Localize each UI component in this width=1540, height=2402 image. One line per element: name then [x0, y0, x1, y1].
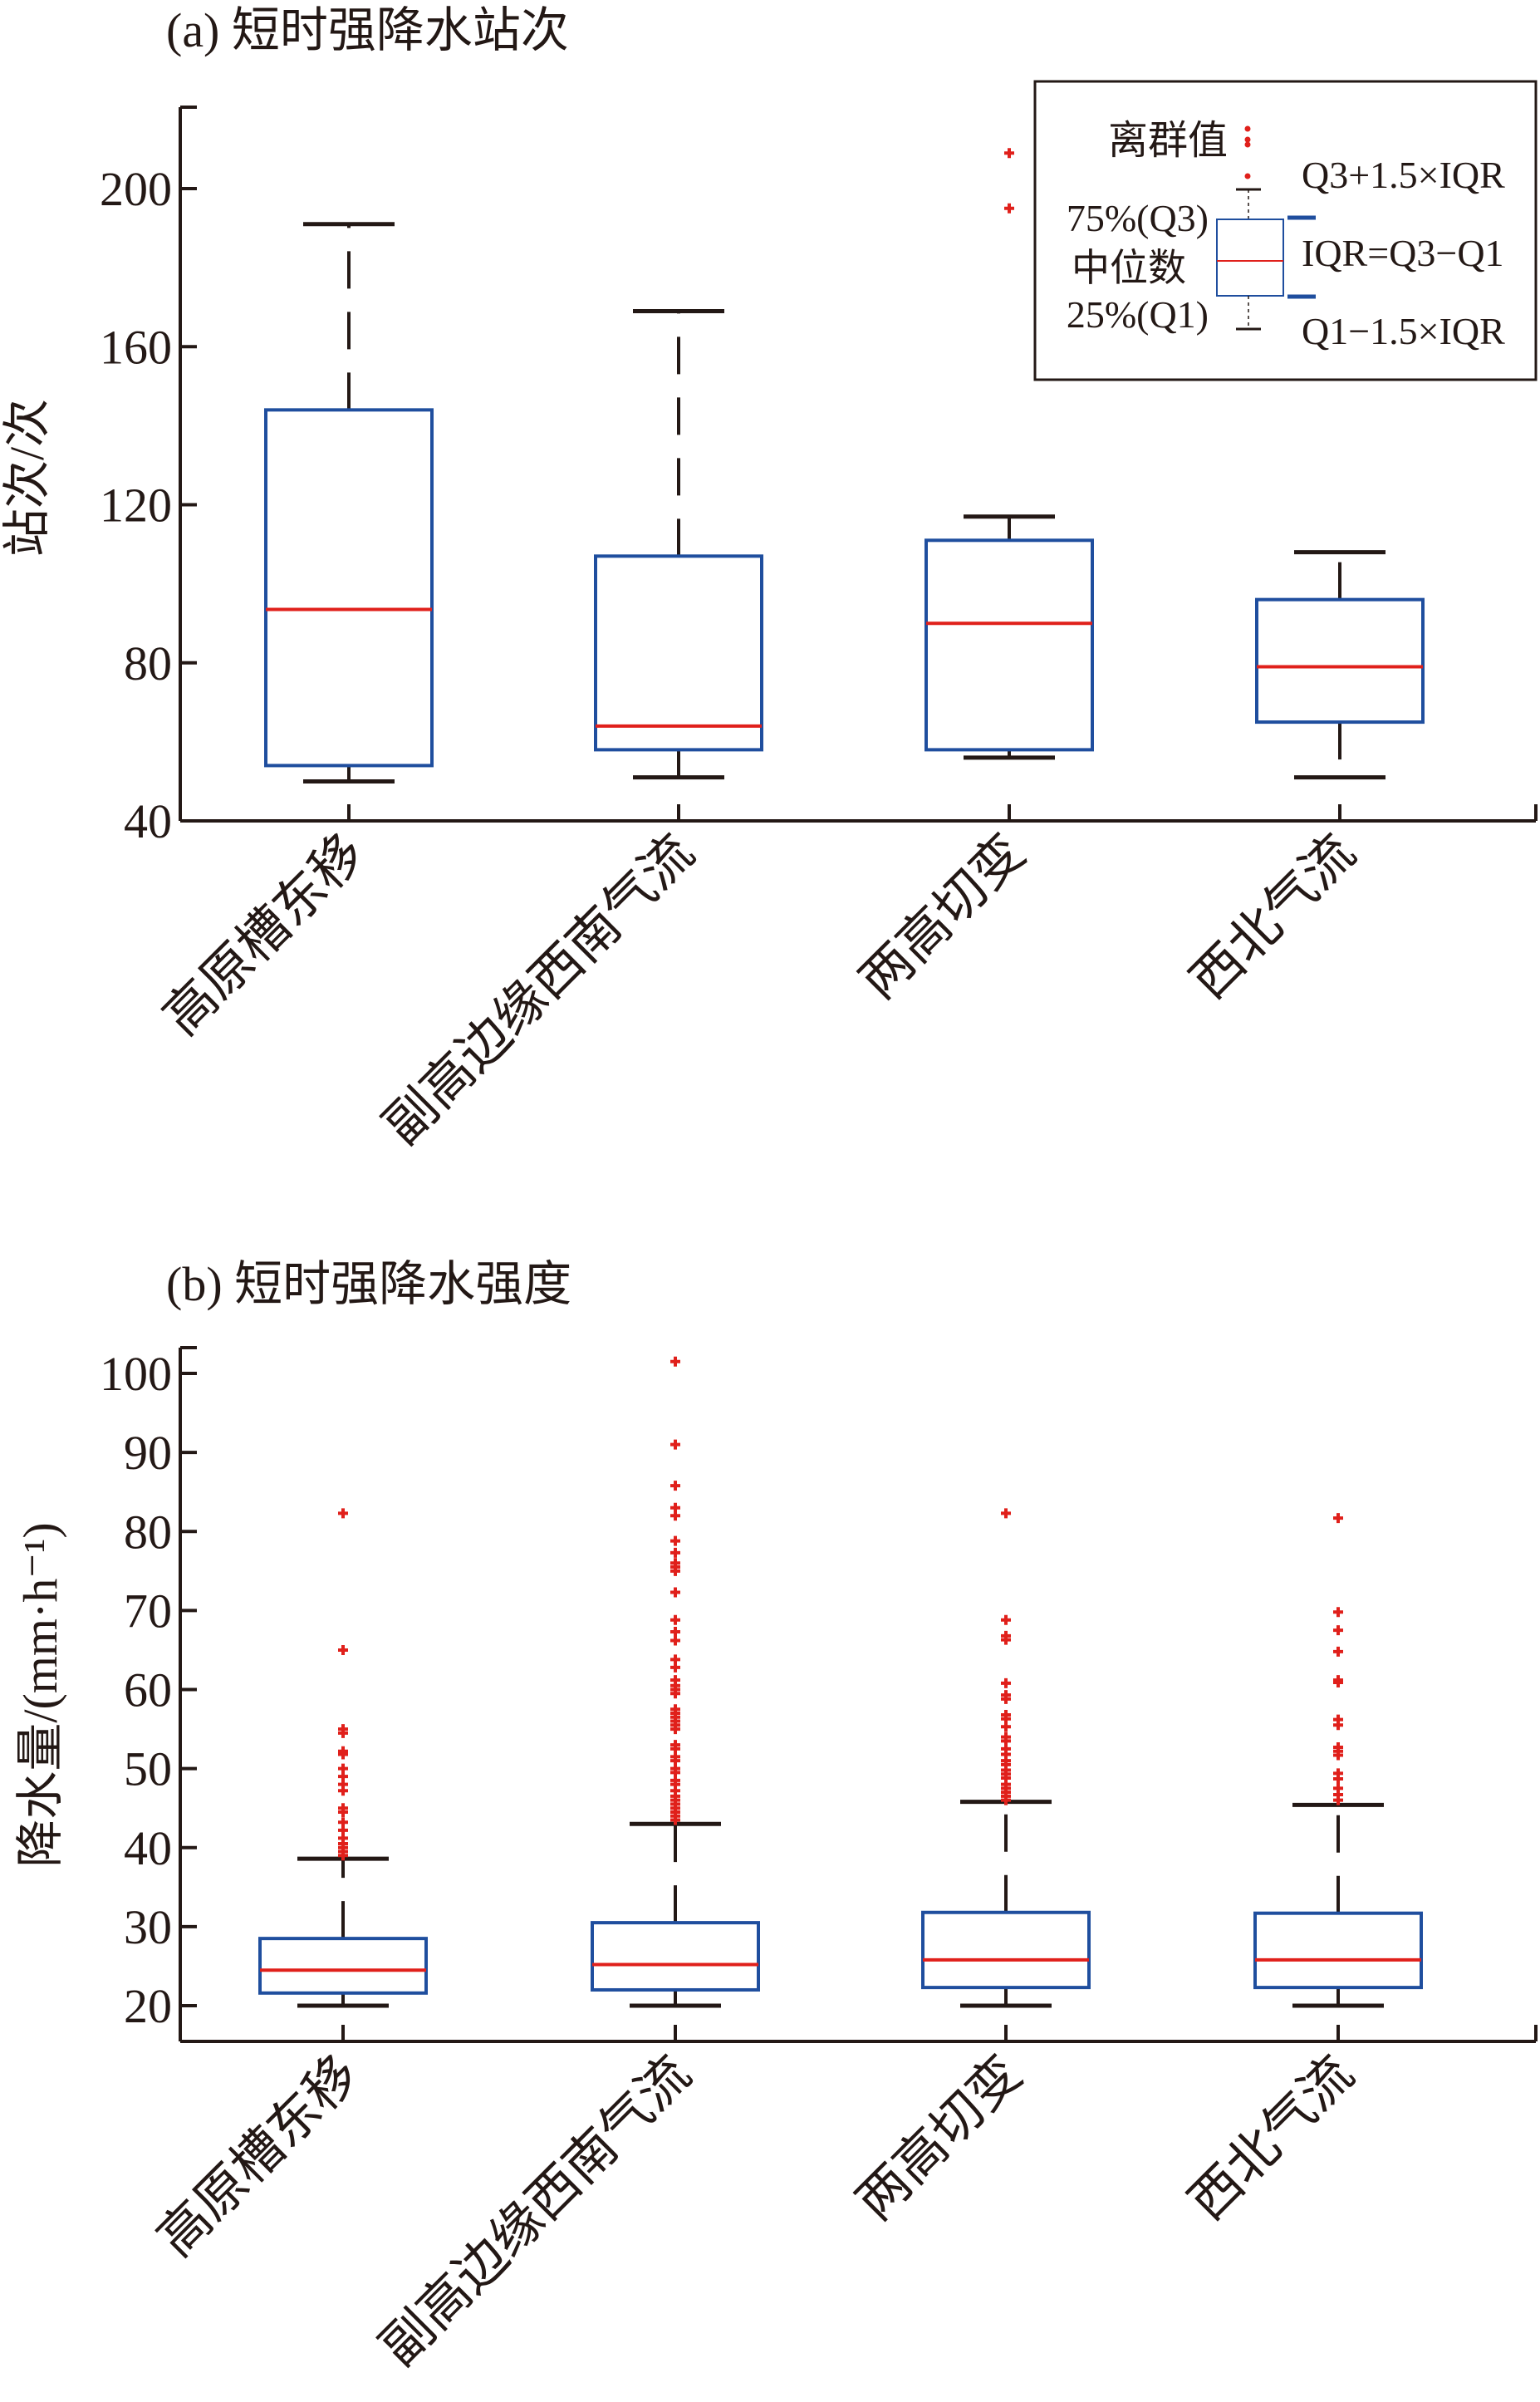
category-label: 副高边缘西南气流 [374, 824, 705, 1156]
y-tick-label: 60 [124, 1663, 172, 1717]
outlier-point [338, 1727, 348, 1738]
legend-median-label: 中位数 [1072, 247, 1186, 289]
box-iqr [264, 408, 434, 768]
y-tick-label: 20 [124, 1979, 172, 2033]
category-label: 两高切变 [846, 2046, 1032, 2231]
y-tick-label: 40 [124, 794, 172, 848]
legend-outlier-label: 离群值 [1108, 119, 1228, 163]
panel-b-title: (b) 短时强降水强度 [166, 1257, 571, 1311]
box-iqr [921, 1910, 1091, 1990]
outlier-point [670, 1587, 680, 1598]
outlier-point [1001, 1795, 1011, 1805]
legend-box [1216, 219, 1284, 297]
outlier-point [1333, 1795, 1343, 1805]
outlier-point [670, 1481, 680, 1491]
panel-a-ylabel: 站次/次 [0, 399, 54, 557]
legend-outlier-dot [1244, 173, 1251, 179]
panel-a-title: (a) 短时强降水站次 [166, 3, 569, 57]
y-tick-label: 50 [124, 1742, 172, 1796]
outlier-point [670, 1565, 680, 1576]
outlier-point [1333, 1513, 1343, 1524]
panel-a: (a) 短时强降水站次 站次/次 40 80 120 160 200 高原槽东移副高边缘西… [0, 3, 1538, 1156]
outlier-point [670, 1614, 680, 1625]
outlier-point [1001, 1508, 1011, 1519]
legend-frame [1033, 80, 1538, 381]
category-label: 西北气流 [1180, 824, 1366, 1009]
outlier-point [670, 1724, 680, 1735]
box-iqr [1255, 597, 1425, 725]
y-tick-label: 90 [124, 1426, 172, 1480]
category-label: 西北气流 [1179, 2046, 1364, 2231]
outlier-point [1001, 1614, 1011, 1625]
outlier-point [338, 1806, 348, 1817]
box-iqr [1253, 1911, 1423, 1990]
y-tick-label: 80 [124, 636, 172, 690]
outlier-point [338, 1749, 348, 1760]
outlier-point [1001, 1693, 1011, 1704]
outlier-point [670, 1510, 680, 1521]
outlier-point [670, 1547, 680, 1558]
outlier-point [670, 1356, 680, 1367]
category-label: 高原槽东移 [148, 2046, 370, 2267]
panel-b-plot: 20 30 40 50 60 70 80 90 100 高原槽东移 副高边缘西南气流 两高切变 西北气流 [100, 1346, 1538, 2377]
outlier-point [1001, 1722, 1011, 1732]
outlier-point [1001, 1677, 1011, 1688]
legend-iqr-label: IQR=Q3−Q1 [1302, 232, 1504, 274]
category-label: 两高切变 [850, 824, 1035, 1009]
outlier-point [1333, 1677, 1343, 1687]
outlier-point [670, 1662, 680, 1673]
y-tick-label: 100 [100, 1347, 172, 1401]
outlier-point [1333, 1750, 1343, 1761]
outlier-point [670, 1815, 680, 1825]
outlier-point [670, 1439, 680, 1450]
y-tick-label: 120 [100, 479, 172, 533]
outlier-point [670, 1635, 680, 1646]
outlier-point [1004, 203, 1014, 214]
box-iqr [924, 538, 1094, 752]
legend-outlier-dot [1244, 125, 1251, 132]
category-label: 副高边缘西南气流 [370, 2046, 702, 2377]
box-iqr [591, 1921, 760, 1992]
outlier-point [1004, 148, 1014, 159]
panel-b-ylabel: 降水量/(mm·h⁻¹) [13, 1522, 67, 1867]
panel-b: (b) 短时强降水强度 降水量/(mm·h⁻¹) 20 30 40 50 60 70 80 9… [13, 1257, 1538, 2377]
outlier-point [1333, 1646, 1343, 1657]
legend-q3-label: 75%(Q3) [1067, 197, 1209, 239]
y-tick-label: 70 [124, 1584, 172, 1638]
y-tick-label: 200 [100, 162, 172, 216]
legend-outlier-dot [1244, 136, 1251, 143]
box-iqr [258, 1937, 428, 1995]
outlier-point [670, 1535, 680, 1546]
y-tick-label: 160 [100, 320, 172, 374]
outlier-point [338, 1508, 348, 1519]
outlier-point [338, 1786, 348, 1796]
outlier-point [670, 1627, 680, 1638]
outlier-point [1001, 1634, 1011, 1645]
legend-upper-label: Q3+1.5×IQR [1302, 154, 1505, 196]
outlier-point [1333, 1625, 1343, 1636]
category-label: 高原槽东移 [154, 824, 375, 1046]
legend-lower-label: Q1−1.5×IQR [1302, 310, 1505, 352]
outlier-point [670, 1688, 680, 1699]
outlier-point [1333, 1607, 1343, 1618]
legend: 离群值 75%(Q3) 中位数 25%(Q1) Q3+1.5×IQR IQR=Q… [1033, 80, 1538, 381]
legend-q1-label: 25%(Q1) [1067, 293, 1209, 336]
outlier-point [338, 1850, 348, 1861]
outlier-point [338, 1644, 348, 1655]
y-tick-label: 40 [124, 1821, 172, 1875]
box-iqr [594, 554, 763, 752]
outlier-point [1333, 1773, 1343, 1784]
y-tick-label: 80 [124, 1505, 172, 1559]
legend-outlier-dot [1244, 141, 1251, 148]
outlier-point [1333, 1720, 1343, 1731]
y-tick-label: 30 [124, 1900, 172, 1954]
